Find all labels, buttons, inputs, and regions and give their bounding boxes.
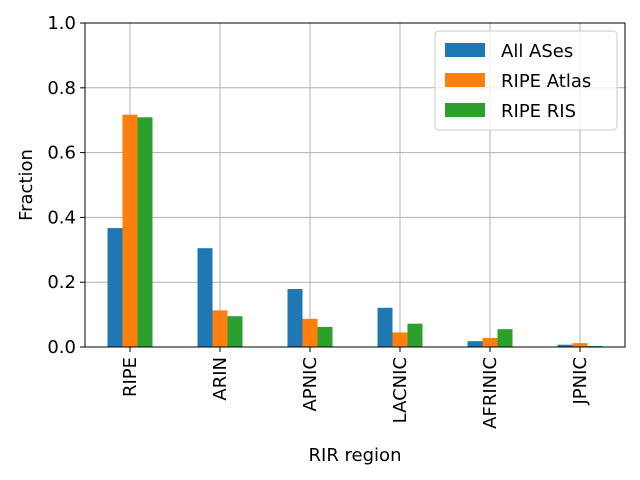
y-tick-label: 0.0 bbox=[47, 337, 76, 358]
bar-ripe-ris-apnic bbox=[317, 326, 333, 347]
y-tick-label: 1.0 bbox=[47, 13, 76, 34]
bar-ripe-ris-lacnic bbox=[407, 323, 423, 347]
bar-all-ases-lacnic bbox=[377, 307, 393, 347]
bar-all-ases-ripe bbox=[107, 228, 123, 347]
bar-ripe-atlas-apnic bbox=[302, 318, 318, 347]
bar-ripe-atlas-afrinic bbox=[482, 337, 498, 347]
x-tick-label: JPNIC bbox=[570, 357, 591, 406]
x-tick-label: APNIC bbox=[300, 357, 321, 412]
legend-label: All ASes bbox=[501, 41, 573, 62]
x-tick-label: RIPE bbox=[120, 357, 141, 397]
x-axis-label: RIR region bbox=[309, 445, 402, 466]
x-axis-ticks: RIPE ARIN APNIC LACNIC AFRINIC JPNIC bbox=[120, 347, 591, 429]
x-tick-label: ARIN bbox=[210, 357, 231, 401]
y-axis-label: Fraction bbox=[16, 149, 37, 221]
legend-swatch bbox=[445, 103, 485, 117]
bar-ripe-atlas-ripe bbox=[122, 114, 138, 347]
legend: All ASes RIPE Atlas RIPE RIS bbox=[434, 30, 618, 131]
legend-label: RIPE RIS bbox=[501, 101, 576, 122]
y-tick-label: 0.6 bbox=[47, 143, 76, 164]
y-tick-label: 0.8 bbox=[47, 78, 76, 99]
y-axis-ticks: 0.0 0.2 0.4 0.6 0.8 1.0 bbox=[47, 13, 85, 358]
x-tick-label: LACNIC bbox=[390, 357, 411, 423]
bar-ripe-atlas-arin bbox=[212, 310, 228, 347]
x-tick-label: AFRINIC bbox=[480, 357, 501, 429]
legend-swatch bbox=[445, 43, 485, 57]
bar-all-ases-jpnic bbox=[557, 344, 573, 347]
y-tick-label: 0.4 bbox=[47, 207, 76, 228]
bar-all-ases-arin bbox=[197, 248, 213, 347]
legend-swatch bbox=[445, 73, 485, 87]
bar-ripe-ris-afrinic bbox=[497, 329, 513, 347]
legend-label: RIPE Atlas bbox=[501, 71, 591, 92]
bar-ripe-atlas-jpnic bbox=[572, 343, 588, 347]
y-tick-label: 0.2 bbox=[47, 272, 76, 293]
bar-ripe-ris-arin bbox=[227, 316, 243, 347]
plot-frame bbox=[84, 22, 626, 348]
bar-ripe-ris-ripe bbox=[137, 117, 153, 347]
bars bbox=[107, 114, 603, 347]
bar-ripe-atlas-lacnic bbox=[392, 332, 408, 347]
bar-all-ases-afrinic bbox=[467, 341, 483, 347]
bar-all-ases-apnic bbox=[287, 289, 303, 347]
